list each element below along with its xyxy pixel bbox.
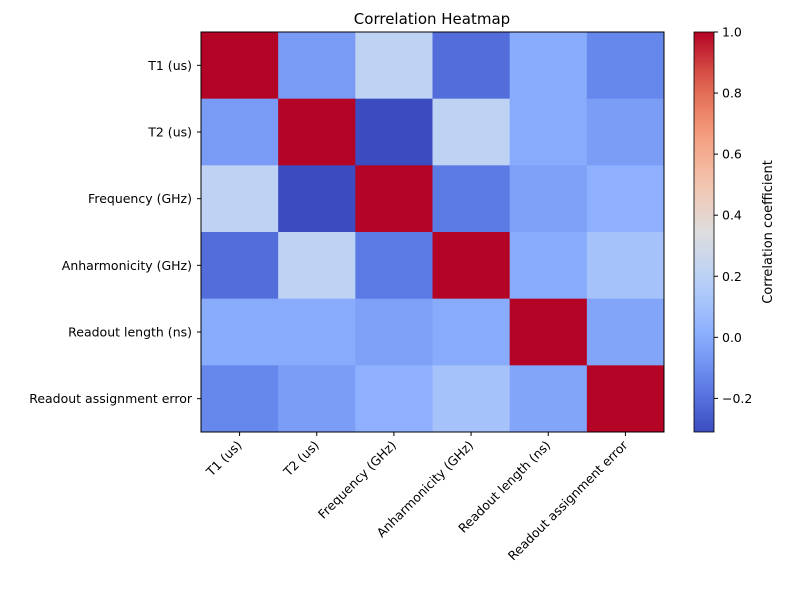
heatmap-cell	[432, 298, 511, 366]
heatmap-cell	[278, 165, 356, 233]
heatmap-cell	[509, 298, 588, 366]
y-tick-label: Readout length (ns)	[68, 325, 192, 340]
heatmap-cell	[432, 365, 511, 433]
heatmap-cell	[201, 298, 279, 366]
colorbar-tick-label: 0.8	[722, 86, 742, 101]
y-tick-label: T2 (us)	[147, 125, 192, 140]
y-axis-ticks: T1 (us) T2 (us) Frequency (GHz) Anharmonici…	[29, 58, 201, 406]
heatmap-cell	[355, 32, 433, 100]
heatmap-cell	[509, 365, 588, 433]
colorbar-tick-label: 1.0	[722, 25, 742, 40]
y-tick-label: Readout assignment error	[29, 391, 193, 406]
heatmap-cell	[432, 232, 511, 300]
heatmap-cell	[278, 32, 356, 100]
heatmap-cell	[201, 98, 279, 166]
heatmap-cell	[278, 365, 356, 433]
heatmap-cell	[278, 98, 356, 166]
heatmap-cell	[586, 365, 665, 433]
colorbar-tick-label: 0.2	[722, 269, 742, 284]
heatmap-cell	[509, 232, 588, 300]
colorbar-tick-label: 0.6	[722, 147, 742, 162]
plot-frame	[200, 31, 665, 433]
heatmap-cell	[201, 165, 279, 233]
heatmap-cell	[201, 232, 279, 300]
x-tick-label: T1 (us)	[202, 438, 244, 480]
heatmap-cell	[509, 165, 588, 233]
heatmap-cell	[432, 165, 511, 233]
heatmap-cell	[355, 365, 433, 433]
heatmap-cell	[586, 98, 665, 166]
heatmap-cell	[432, 98, 511, 166]
heatmap-cell	[432, 32, 511, 100]
colorbar-ticks: −0.2 0.0 0.2 0.4 0.6 0.8 1.0	[714, 25, 752, 406]
x-tick-label: T2 (us)	[280, 438, 322, 480]
colorbar	[693, 31, 715, 433]
heatmap-cell	[586, 232, 665, 300]
colorbar-label: Correlation coefficient	[761, 160, 776, 304]
heatmap-cell	[509, 32, 588, 100]
heatmap-cell	[355, 298, 433, 366]
y-tick-label: Anharmonicity (GHz)	[62, 258, 192, 273]
colorbar-tick-label: −0.2	[722, 391, 752, 406]
chart-title: Correlation Heatmap	[354, 10, 510, 28]
heatmap-cell	[586, 165, 665, 233]
colorbar-tick-label: 0.4	[722, 208, 742, 223]
heatmap-cell	[201, 32, 279, 100]
heatmap-cell	[278, 232, 356, 300]
colorbar-tick-label: 0.0	[722, 330, 742, 345]
heatmap-cell	[586, 32, 665, 100]
heatmap-cell	[509, 98, 588, 166]
heatmap-cell	[355, 232, 433, 300]
y-tick-label: Frequency (GHz)	[88, 191, 192, 206]
heatmap-cell	[355, 98, 433, 166]
heatmap-cell	[355, 165, 433, 233]
x-axis-ticks: T1 (us) T2 (us)Frequency (GHz)Anharmonici…	[202, 432, 631, 563]
heatmap-cells	[201, 32, 665, 433]
heatmap-cell	[586, 298, 665, 366]
heatmap-cell	[278, 298, 356, 366]
x-tick-label: Frequency (GHz)	[315, 438, 399, 522]
y-tick-label: T1 (us)	[147, 58, 192, 73]
heatmap-cell	[201, 365, 279, 433]
